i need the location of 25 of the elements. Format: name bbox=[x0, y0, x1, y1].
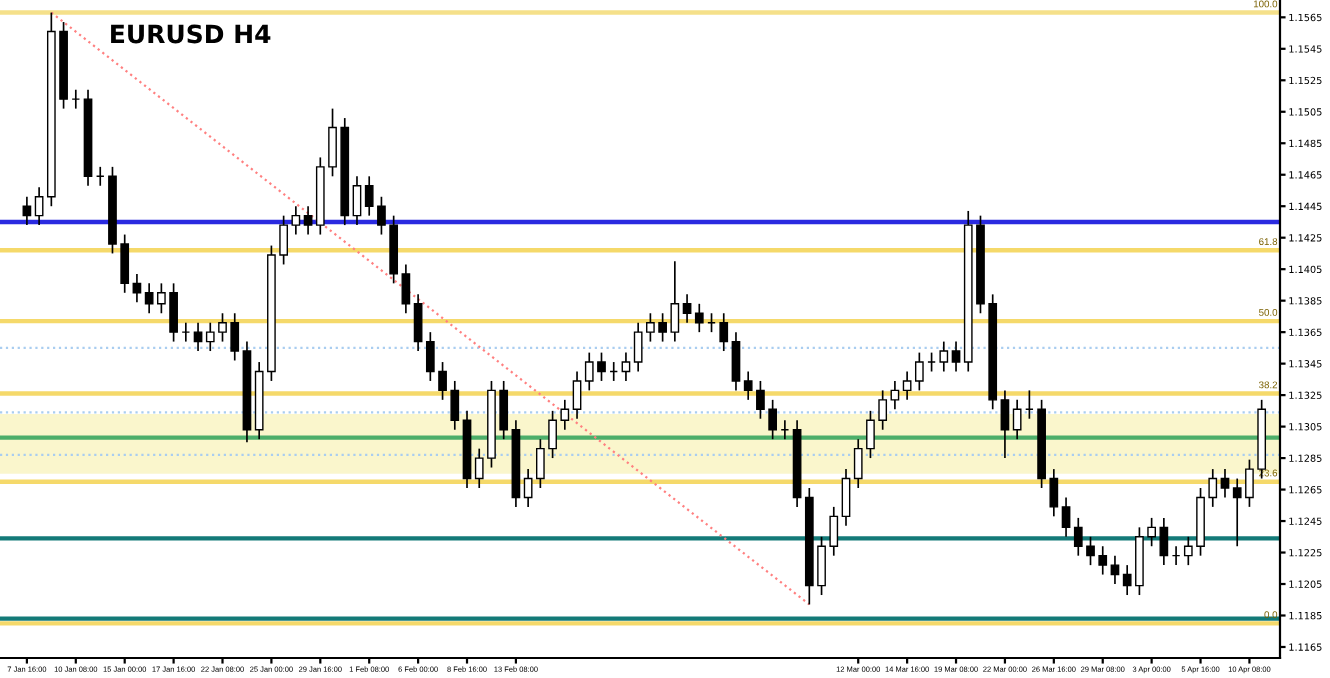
candlestick bbox=[1012, 399, 1022, 441]
candlestick bbox=[1220, 468, 1230, 499]
candlestick bbox=[413, 293, 423, 352]
candlestick bbox=[841, 468, 851, 527]
candlestick bbox=[34, 186, 44, 226]
candlestick bbox=[401, 263, 411, 315]
candlestick bbox=[719, 312, 729, 352]
candlestick bbox=[1061, 496, 1071, 538]
candlestick bbox=[1110, 554, 1120, 585]
candlestick bbox=[352, 175, 362, 226]
candlestick bbox=[621, 351, 631, 382]
text: EURUSD H4 bbox=[111, 24, 271, 44]
candlestick bbox=[523, 468, 533, 508]
candlestick bbox=[572, 370, 582, 420]
candlestick bbox=[1000, 389, 1010, 459]
candlestick bbox=[939, 340, 949, 373]
candlestick bbox=[731, 331, 741, 392]
candlestick bbox=[193, 321, 203, 352]
candlestick bbox=[682, 293, 692, 324]
candlestick bbox=[951, 340, 961, 373]
candlestick bbox=[303, 205, 313, 236]
candlestick bbox=[890, 380, 900, 411]
candlestick bbox=[694, 302, 704, 333]
candlestick bbox=[902, 370, 912, 401]
candlestick bbox=[914, 351, 924, 392]
